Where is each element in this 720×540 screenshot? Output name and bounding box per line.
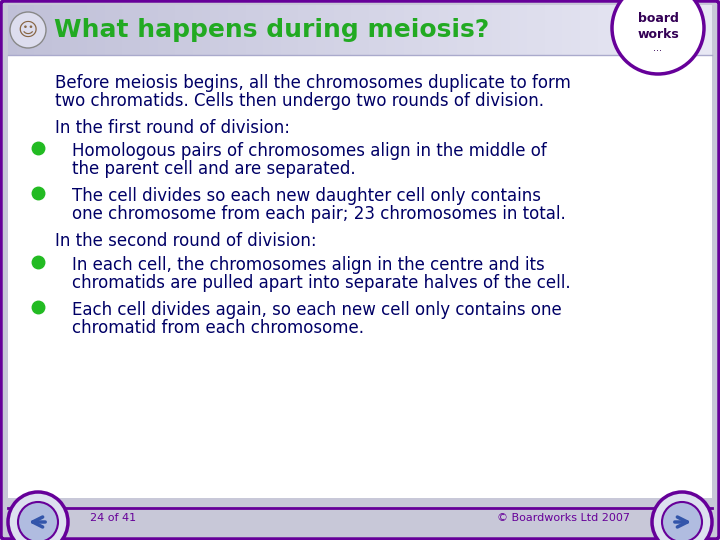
Bar [387,5,395,55]
Text: The cell divides so each new daughter cell only contains: The cell divides so each new daughter ce… [72,187,541,205]
Bar [615,5,624,55]
Bar [360,5,369,55]
Text: one chromosome from each pair; 23 chromosomes in total.: one chromosome from each pair; 23 chromo… [72,205,566,224]
Bar [439,5,448,55]
Bar [606,5,615,55]
Bar [518,5,527,55]
Bar [8,5,17,55]
Bar [685,5,694,55]
Text: In the first round of division:: In the first round of division: [55,119,290,137]
Text: Homologous pairs of chromosomes align in the middle of: Homologous pairs of chromosomes align in… [72,143,546,160]
Text: the parent cell and are separated.: the parent cell and are separated. [72,160,356,178]
Text: In the second round of division:: In the second round of division: [55,232,317,251]
Text: ☺: ☺ [18,21,38,39]
Bar [281,5,289,55]
Bar [598,5,606,55]
Bar [404,5,413,55]
Bar [677,5,685,55]
Bar [60,5,70,55]
Bar [545,5,554,55]
Bar [122,5,131,55]
Bar [52,5,60,55]
Bar [228,5,237,55]
Bar [35,5,43,55]
Bar [624,5,633,55]
Bar [395,5,404,55]
Text: In each cell, the chromosomes align in the centre and its: In each cell, the chromosomes align in t… [72,256,545,274]
Bar [562,5,571,55]
Bar [343,5,351,55]
Bar [642,5,650,55]
Bar [272,5,281,55]
Bar [105,5,114,55]
Bar [413,5,422,55]
Bar [264,5,272,55]
Bar [70,5,78,55]
Text: chromatid from each chromosome.: chromatid from each chromosome. [72,319,364,337]
Circle shape [8,492,68,540]
Text: board: board [638,11,678,24]
Bar [202,5,210,55]
Bar [289,5,298,55]
Bar [96,5,105,55]
Bar [307,5,316,55]
Bar [140,5,149,55]
Bar [78,5,87,55]
Bar [474,5,483,55]
Bar [422,5,431,55]
Text: Each cell divides again, so each new cell only contains one: Each cell divides again, so each new cel… [72,301,562,319]
Text: works: works [637,28,679,40]
Bar [369,5,377,55]
Text: chromatids are pulled apart into separate halves of the cell.: chromatids are pulled apart into separat… [72,274,571,292]
Circle shape [662,502,702,540]
Bar [333,5,343,55]
Text: What happens during meiosis?: What happens during meiosis? [54,18,490,42]
Bar [193,5,202,55]
Bar [184,5,193,55]
Text: 24 of 41: 24 of 41 [90,513,136,523]
Bar [589,5,598,55]
Bar [17,5,26,55]
Bar [325,5,333,55]
Bar [149,5,158,55]
Text: two chromatids. Cells then undergo two rounds of division.: two chromatids. Cells then undergo two r… [55,92,544,110]
Bar [351,5,360,55]
Circle shape [10,12,46,48]
Bar [633,5,642,55]
Bar [431,5,439,55]
Bar [536,5,545,55]
Bar [26,5,35,55]
Bar [166,5,175,55]
Bar [210,5,219,55]
Bar [448,5,456,55]
Text: © Boardworks Ltd 2007: © Boardworks Ltd 2007 [497,513,630,523]
Bar [510,5,518,55]
Bar [158,5,166,55]
Bar [466,5,474,55]
Circle shape [612,0,704,74]
Bar [219,5,228,55]
Bar [237,5,246,55]
Bar [43,5,52,55]
Bar [501,5,510,55]
Bar [254,5,264,55]
Bar [456,5,466,55]
Circle shape [18,502,58,540]
Bar [87,5,96,55]
Bar [131,5,140,55]
Bar [316,5,325,55]
Circle shape [652,492,712,540]
Bar [114,5,122,55]
Bar [492,5,501,55]
Text: Before meiosis begins, all the chromosomes duplicate to form: Before meiosis begins, all the chromosom… [55,74,571,92]
Bar [554,5,562,55]
Bar [571,5,580,55]
Bar [694,5,703,55]
Text: ...: ... [654,43,662,53]
Bar [527,5,536,55]
Bar [483,5,492,55]
Bar [650,5,660,55]
Bar [580,5,589,55]
Bar [246,5,254,55]
